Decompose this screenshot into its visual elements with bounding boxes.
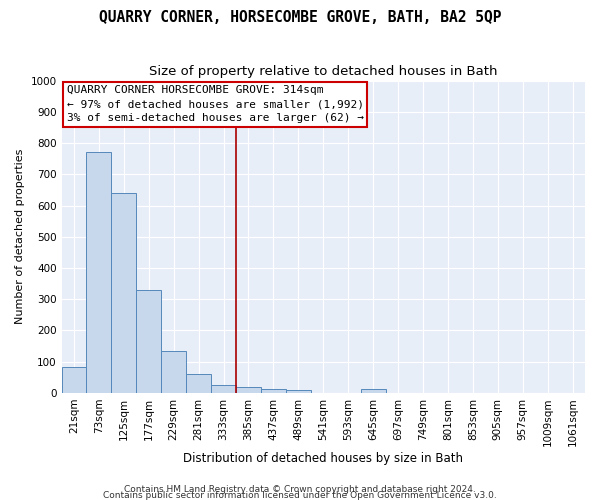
Text: Contains public sector information licensed under the Open Government Licence v3: Contains public sector information licen… [103, 491, 497, 500]
Bar [62, 367, 86, 393]
Bar [361, 389, 386, 393]
Bar [236, 386, 261, 393]
Bar [112, 193, 136, 393]
Text: Contains HM Land Registry data © Crown copyright and database right 2024.: Contains HM Land Registry data © Crown c… [124, 485, 476, 494]
Bar [211, 385, 236, 393]
Bar [161, 351, 186, 393]
Bar [136, 290, 161, 393]
Bar [86, 152, 112, 393]
Bar [261, 389, 286, 393]
Text: QUARRY CORNER, HORSECOMBE GROVE, BATH, BA2 5QP: QUARRY CORNER, HORSECOMBE GROVE, BATH, B… [99, 10, 501, 25]
X-axis label: Distribution of detached houses by size in Bath: Distribution of detached houses by size … [183, 452, 463, 465]
Bar [186, 374, 211, 393]
Bar [286, 390, 311, 393]
Text: QUARRY CORNER HORSECOMBE GROVE: 314sqm
← 97% of detached houses are smaller (1,9: QUARRY CORNER HORSECOMBE GROVE: 314sqm ←… [67, 85, 364, 123]
Title: Size of property relative to detached houses in Bath: Size of property relative to detached ho… [149, 65, 497, 78]
Y-axis label: Number of detached properties: Number of detached properties [15, 149, 25, 324]
